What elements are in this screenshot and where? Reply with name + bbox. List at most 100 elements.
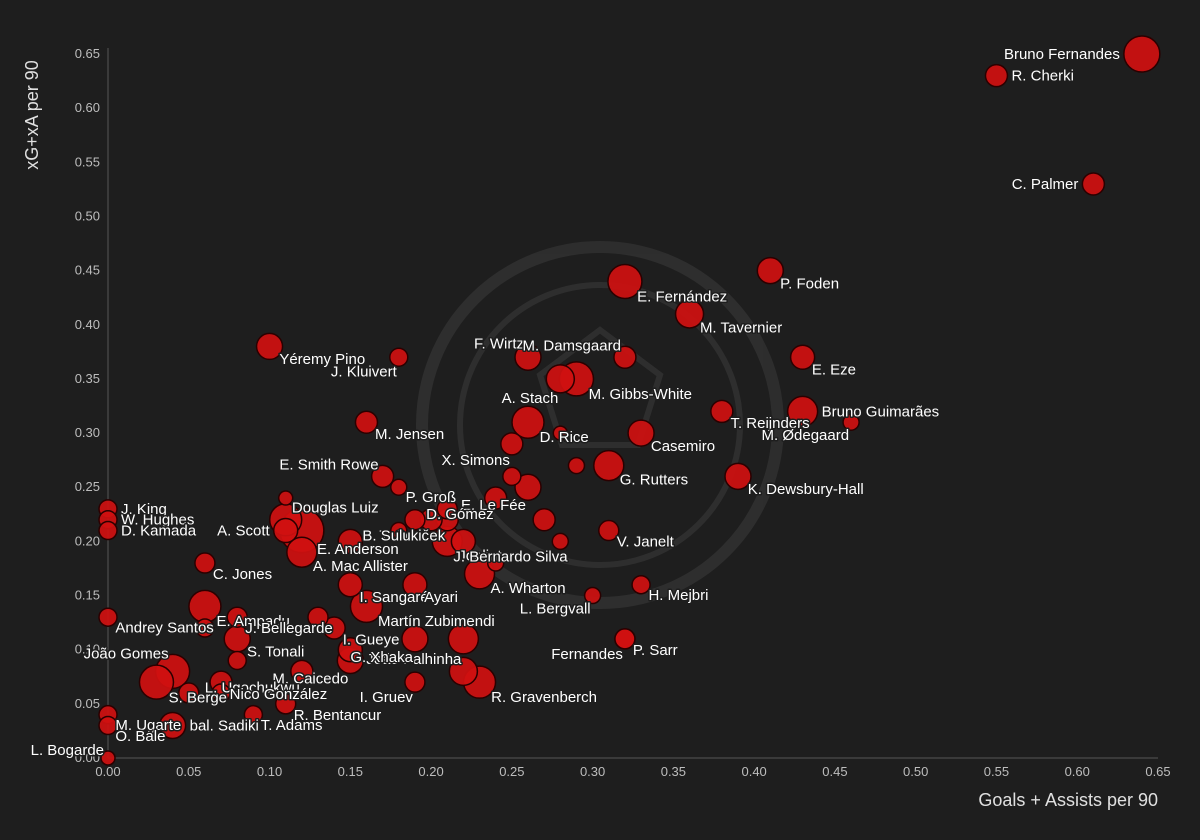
bubble-p-sarr (614, 628, 636, 650)
point-label: P. Sarr (633, 642, 678, 659)
point-label: A. Scott (217, 523, 270, 540)
bubble-l-bergvall (583, 586, 602, 605)
point-label: I. Sangaré (360, 589, 429, 606)
point-label: B. Sulukic (362, 528, 429, 545)
x-tick-label: 0.40 (741, 764, 766, 779)
bubble-v-janelt (598, 519, 620, 542)
point-label: D. Kamada (121, 523, 197, 540)
point-label: T. Reijnders (730, 415, 809, 432)
point-label: A. Mac Allister (313, 558, 408, 575)
watermark-logo (416, 241, 784, 609)
point-label: Joelinton (458, 547, 518, 564)
y-tick-label: 0.45 (75, 263, 100, 278)
point-label: I. Gueye (343, 632, 400, 649)
bubble-bruno-guimar-es (786, 395, 819, 428)
point-label: E. Le Fée (461, 497, 526, 514)
point-label: T. Souček (379, 528, 445, 545)
bubble-a-scott (272, 517, 299, 544)
y-tick-label: 0.55 (75, 154, 100, 169)
bubble (567, 456, 586, 475)
bubble-i-gruev (404, 671, 426, 693)
x-tick-label: 0.35 (661, 764, 686, 779)
bubble (211, 683, 231, 703)
point-label: J. Kluivert (331, 363, 398, 380)
y-tick-label: 0.05 (75, 696, 100, 711)
y-tick-label: 0.00 (75, 750, 100, 765)
y-tick-label: 0.10 (75, 642, 100, 657)
x-tick-label: 0.05 (176, 764, 201, 779)
bubble-t-reijnders (710, 399, 734, 424)
bubble-andrey-santos (98, 607, 118, 627)
point-label: M. Gibbs-White (589, 386, 692, 403)
bubble-a-wharton (463, 558, 496, 590)
x-axis-ticks: 0.00 0.05 0.10 0.15 0.20 0.25 0.30 0.35 0.40 0.45… (95, 764, 1170, 779)
point-label: Martín Zubimendi (378, 613, 495, 630)
bubble (195, 618, 215, 638)
x-tick-label: 0.00 (95, 764, 120, 779)
point-label: Casemiro (651, 438, 715, 455)
point-label: J. King (121, 501, 167, 518)
bubble (552, 425, 569, 441)
bubble-e-smith-rowe (370, 464, 395, 489)
point-label: X. Simons (441, 452, 509, 469)
bubble-douglas-luiz (277, 490, 294, 506)
point-label: João Palhinha (366, 651, 462, 668)
y-tick-label: 0.25 (75, 479, 100, 494)
point-label: L. Bergvall (520, 601, 591, 618)
bubble-l-ugochukwu (290, 659, 314, 684)
bubble-c-palmer (1081, 172, 1106, 196)
y-tick-label: 0.30 (75, 425, 100, 440)
bubble-j-bernardo-silva (450, 528, 477, 555)
point-label: L. Bogarde (31, 742, 104, 759)
point-label: E. Ampadu (217, 613, 290, 630)
bubble (502, 466, 522, 487)
point-label: João Gomes (84, 645, 169, 662)
bubble-e-le-f-e (514, 473, 542, 501)
bubble (551, 532, 570, 551)
y-tick-label: 0.35 (75, 371, 100, 386)
point-label: W. Hughes (121, 512, 194, 529)
point-label: Ayari (424, 589, 458, 606)
y-axis-ticks: 0.00 0.05 0.10 0.15 0.20 0.25 0.30 0.35 0.40 0.45… (75, 46, 100, 765)
point-label: bal. Sadiki (190, 718, 259, 735)
point-label: M. Tavernier (700, 319, 782, 336)
point-label: R. Gravenberch (491, 689, 597, 706)
bubble-p-gro (390, 478, 408, 496)
bubble-d-g-mez (483, 486, 508, 510)
point-label: G. Xhaka (350, 649, 413, 666)
bubble-d-kamada (98, 520, 118, 541)
bubble (532, 507, 556, 532)
point-label: Yéremy Pino (279, 351, 365, 368)
point-label: V. Janelt (617, 534, 675, 551)
point-label: Bruno Guimarães (822, 403, 940, 420)
point-label: Nico González (230, 686, 328, 703)
y-tick-label: 0.20 (75, 533, 100, 548)
bubble-m-damsgaard (613, 345, 637, 370)
bubble-r-cherki (984, 63, 1009, 88)
point-label: E. Smith Rowe (279, 456, 378, 473)
x-tick-label: 0.60 (1065, 764, 1090, 779)
point-label: M. Ugarte (115, 717, 181, 734)
bubble-ayari (402, 571, 428, 598)
point-label: E. Anderson (317, 541, 399, 558)
bubble (448, 656, 479, 687)
bubble-k-dewsbury-hall (724, 462, 752, 491)
point-label: J. Bellegarde (245, 620, 333, 637)
point-labels: Bruno Fernandes R. Cherki C. Palmer P. Fode… (29, 45, 1121, 761)
bubble-bruno-fernandes (1123, 35, 1161, 73)
point-label: C. Palmer (1012, 176, 1079, 193)
bubble-g-xhaka (401, 625, 429, 653)
axis-lines (107, 48, 1158, 759)
y-tick-label: 0.40 (75, 317, 100, 332)
x-tick-label: 0.45 (822, 764, 847, 779)
point-label: G. Rutters (620, 472, 688, 489)
bubbles (98, 35, 1161, 766)
y-tick-label: 0.65 (75, 46, 100, 61)
bubble-d-rice (511, 405, 545, 439)
point-label: T. Adams (261, 717, 323, 734)
bubble-r-bentancur (274, 693, 297, 715)
x-tick-label: 0.25 (499, 764, 524, 779)
bubble-y-remy-pino (255, 332, 284, 361)
point-label: M. Ødegaard (762, 427, 850, 444)
